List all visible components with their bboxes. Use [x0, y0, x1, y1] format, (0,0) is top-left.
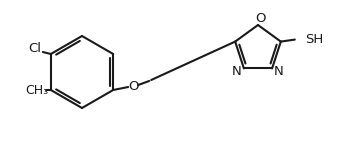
Text: O: O — [256, 13, 266, 25]
Text: O: O — [128, 79, 139, 92]
Text: N: N — [274, 65, 284, 78]
Text: Cl: Cl — [28, 41, 41, 54]
Text: CH₃: CH₃ — [25, 84, 48, 96]
Text: SH: SH — [305, 33, 323, 46]
Text: N: N — [232, 65, 242, 78]
